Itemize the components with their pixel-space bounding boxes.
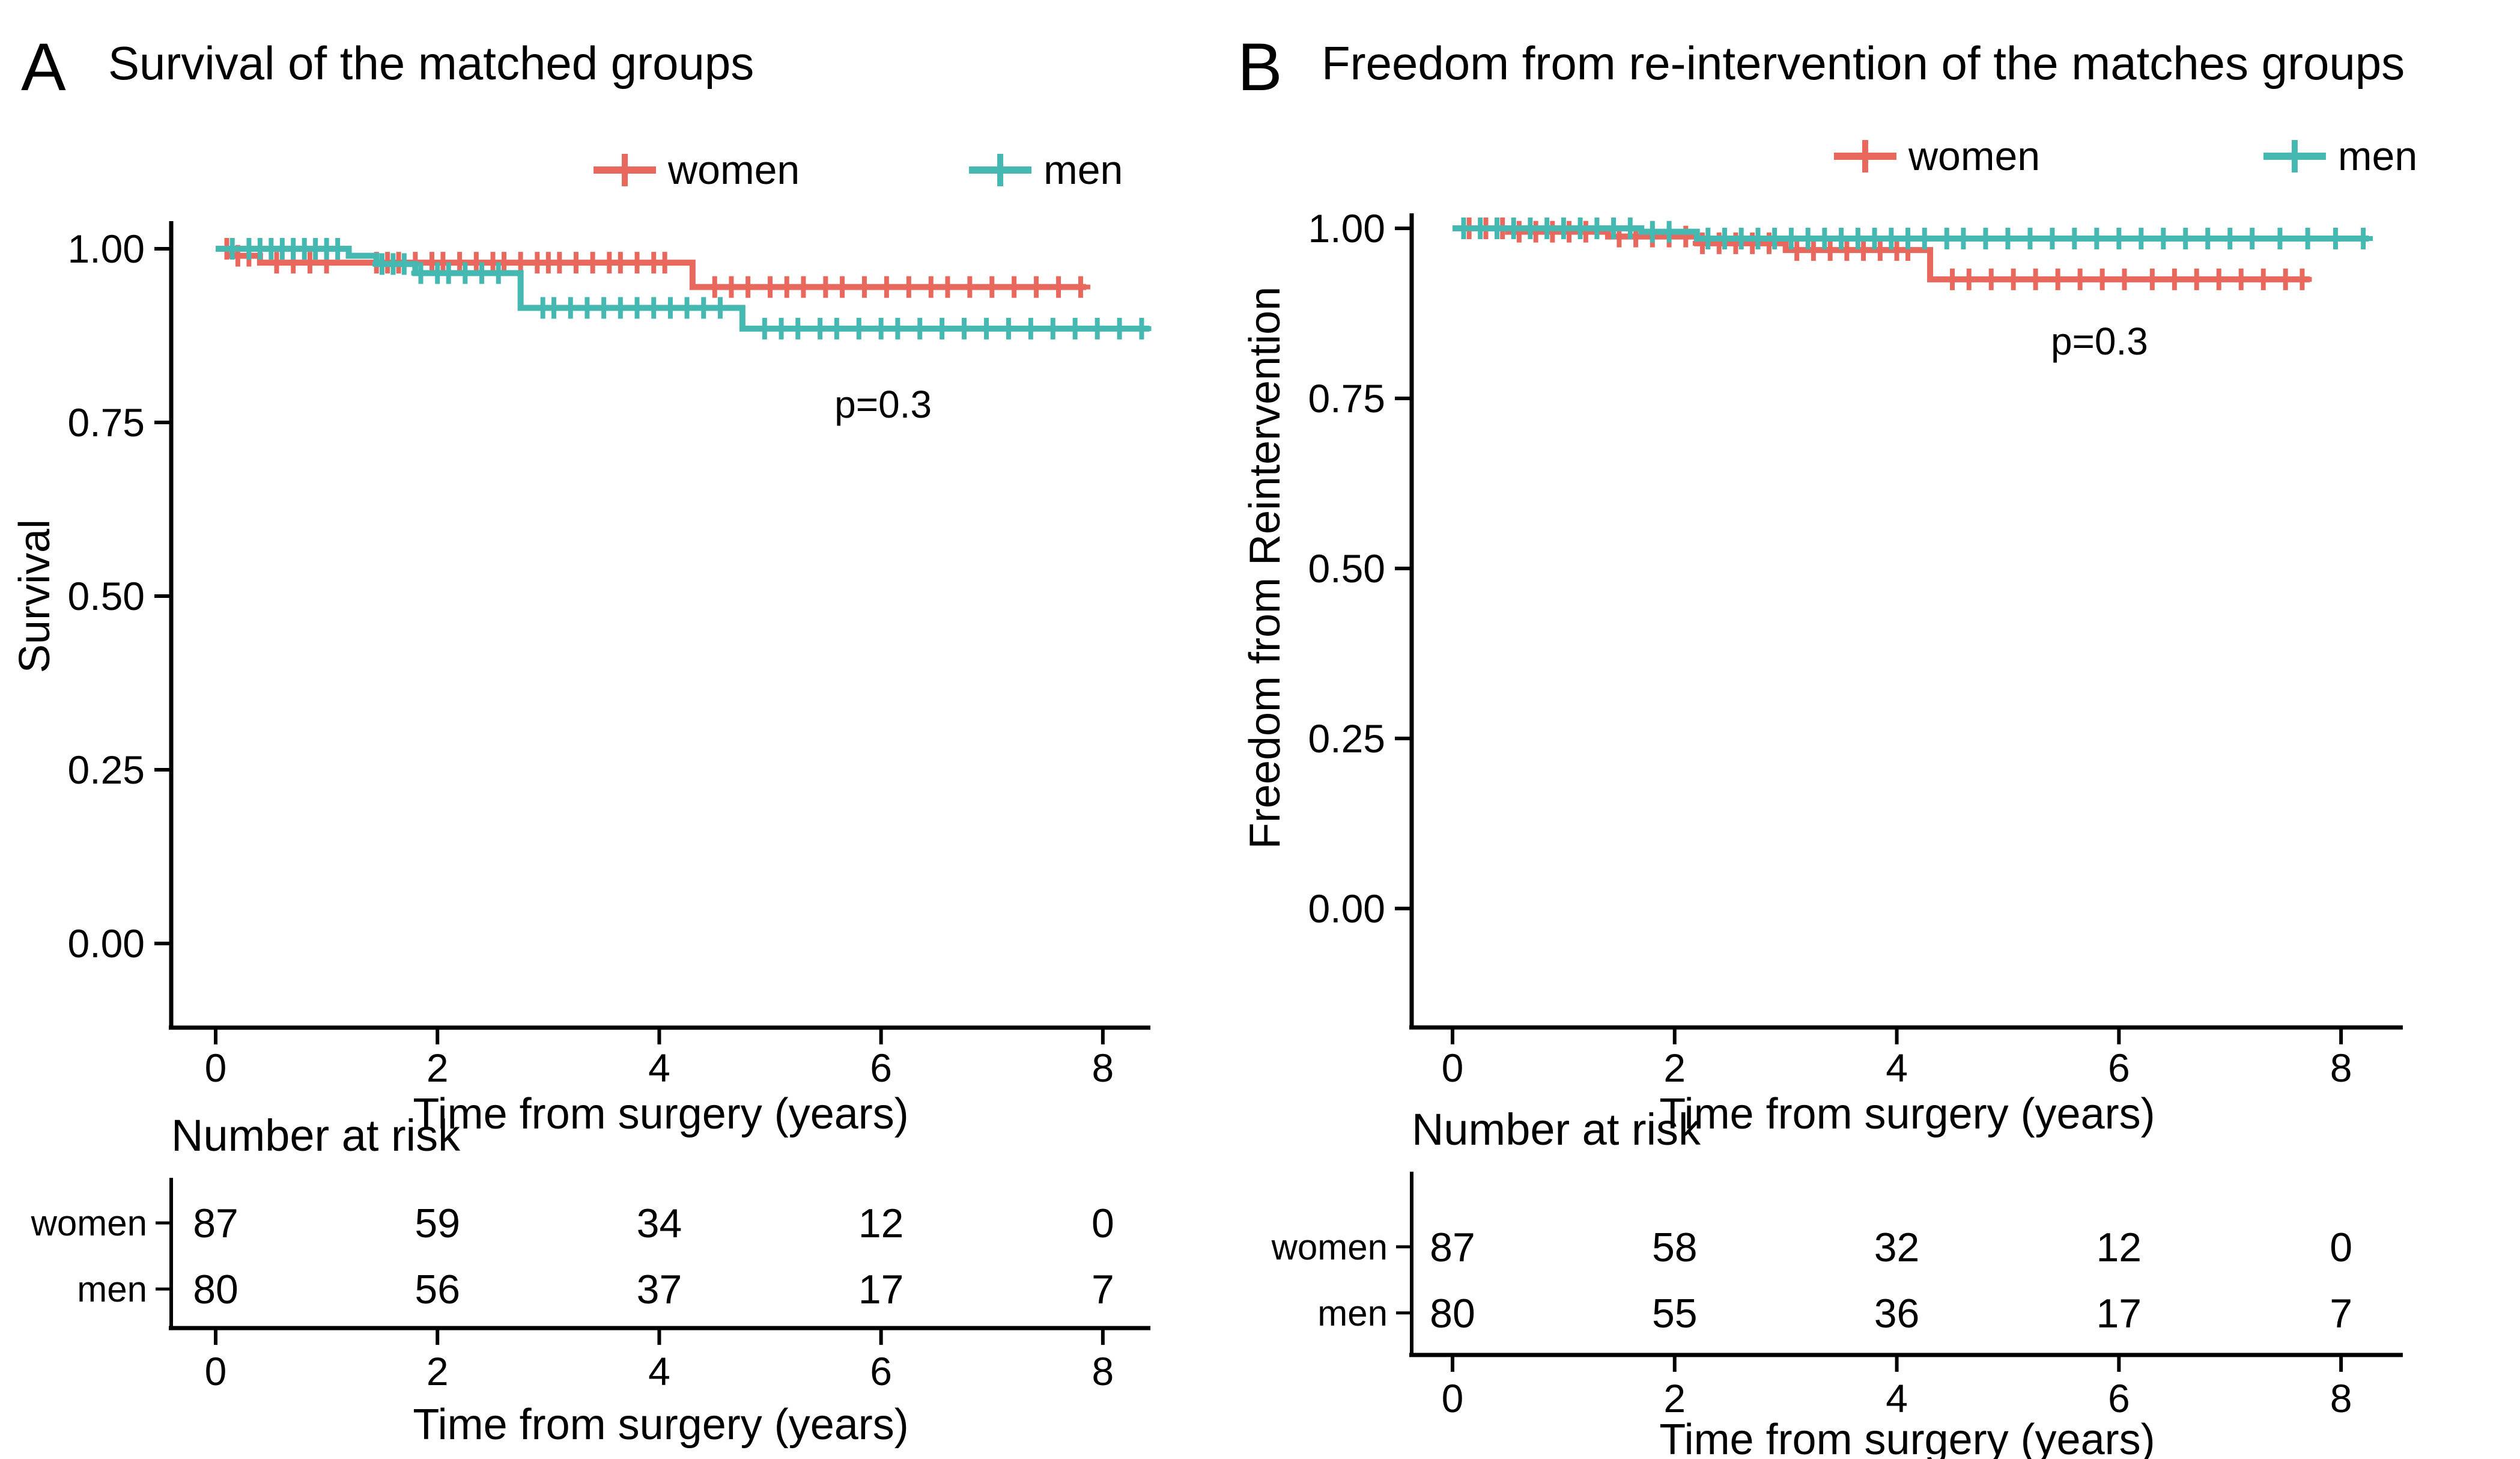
legend-label: women xyxy=(667,147,800,193)
p-value-annotation: p=0.3 xyxy=(2051,320,2148,363)
risk-x-axis-label: Time from surgery (years) xyxy=(1659,1416,2155,1459)
x-axis-label: Time from surgery (years) xyxy=(413,1090,908,1138)
risk-count: 58 xyxy=(1652,1225,1698,1270)
risk-count: 17 xyxy=(2096,1291,2142,1336)
panel-background xyxy=(0,0,1232,1459)
panel-a-svg: A Survival of the matched groups women men 1… xyxy=(0,0,1232,1459)
risk-x-tick-label: 4 xyxy=(648,1349,670,1394)
y-tick-label: 0.75 xyxy=(1308,376,1385,421)
y-tick-label: 0.00 xyxy=(68,921,145,966)
risk-row-label: men xyxy=(1317,1293,1388,1333)
legend-label: men xyxy=(1043,147,1123,193)
risk-count: 87 xyxy=(1430,1225,1475,1270)
risk-row-label: men xyxy=(77,1269,147,1309)
risk-count: 0 xyxy=(2330,1225,2352,1270)
x-tick-label: 4 xyxy=(1886,1046,1908,1090)
legend-label: men xyxy=(2338,133,2417,179)
risk-x-tick-label: 6 xyxy=(870,1349,892,1394)
risk-x-tick-label: 2 xyxy=(427,1349,449,1394)
risk-count: 56 xyxy=(414,1267,460,1312)
y-tick-label: 1.00 xyxy=(1308,206,1385,251)
risk-count: 37 xyxy=(637,1267,682,1312)
risk-table-title: Number at risk xyxy=(171,1110,461,1160)
x-tick-label: 0 xyxy=(1442,1046,1464,1090)
risk-row-label: women xyxy=(31,1203,147,1243)
x-tick-label: 6 xyxy=(870,1046,892,1090)
risk-count: 80 xyxy=(1430,1291,1475,1336)
risk-count: 59 xyxy=(414,1201,460,1246)
risk-x-tick-label: 8 xyxy=(1092,1349,1114,1394)
x-tick-label: 2 xyxy=(427,1046,449,1090)
risk-count: 80 xyxy=(193,1267,238,1312)
panel-title: Freedom from re-intervention of the matc… xyxy=(1322,37,2405,90)
y-axis-label: Survival xyxy=(11,519,59,673)
risk-count: 7 xyxy=(2330,1291,2352,1336)
legend-item-men: men xyxy=(969,147,1123,193)
legend: women men xyxy=(594,147,1123,193)
panel-label: B xyxy=(1237,29,1283,105)
x-tick-label: 6 xyxy=(2108,1046,2130,1090)
km-curves xyxy=(216,238,1152,340)
y-tick-label: 0.50 xyxy=(1308,546,1385,591)
panel-a-survival: A Survival of the matched groups women men 1… xyxy=(0,0,1232,1459)
y-tick-label: 0.00 xyxy=(1308,886,1385,931)
y-tick-label: 0.25 xyxy=(1308,716,1385,761)
x-tick-label: 8 xyxy=(2330,1046,2352,1090)
risk-x-tick-label: 2 xyxy=(1664,1376,1686,1421)
panel-label: A xyxy=(21,29,66,105)
risk-x-axis-label: Time from surgery (years) xyxy=(413,1401,908,1449)
x-tick-label: 8 xyxy=(1092,1046,1114,1090)
risk-count: 55 xyxy=(1652,1291,1698,1336)
risk-table-title: Number at risk xyxy=(1412,1104,1701,1154)
risk-x-tick-label: 8 xyxy=(2330,1376,2352,1421)
x-tick-label: 4 xyxy=(648,1046,670,1090)
risk-count: 17 xyxy=(858,1267,904,1312)
y-tick-label: 0.75 xyxy=(68,400,145,445)
risk-x-tick-label: 0 xyxy=(1442,1376,1464,1421)
risk-count: 36 xyxy=(1874,1291,1920,1336)
y-tick-label: 1.00 xyxy=(68,227,145,271)
risk-count: 32 xyxy=(1874,1225,1920,1270)
risk-count: 34 xyxy=(637,1201,682,1246)
risk-x-tick-label: 0 xyxy=(205,1349,227,1394)
risk-count: 87 xyxy=(193,1201,238,1246)
legend-item-women: women xyxy=(594,147,800,193)
risk-count: 7 xyxy=(1091,1267,1114,1312)
x-tick-label: 0 xyxy=(205,1046,227,1090)
legend-label: women xyxy=(1908,133,2040,179)
legend-item-men: men xyxy=(2263,133,2417,179)
x-axis-label: Time from surgery (years) xyxy=(1659,1090,2155,1138)
p-value-annotation: p=0.3 xyxy=(834,383,932,426)
risk-x-tick-label: 4 xyxy=(1886,1376,1908,1421)
y-tick-label: 0.50 xyxy=(68,574,145,618)
panel-b-svg: B Freedom from re-intervention of the mat… xyxy=(1231,0,2520,1459)
risk-x-tick-label: 6 xyxy=(2108,1376,2130,1421)
axes: 1.00 0.75 0.50 0.25 0.00 0 2 4 6 8 xyxy=(1308,206,2403,1090)
censor-marks-men xyxy=(1454,217,2373,249)
legend: women men xyxy=(1834,133,2417,179)
legend-item-women: women xyxy=(1834,133,2040,179)
km-curves xyxy=(1453,217,2373,290)
risk-count: 12 xyxy=(858,1201,904,1246)
panel-title: Survival of the matched groups xyxy=(108,37,754,90)
km-curve-men xyxy=(216,246,1150,332)
axes: 1.00 0.75 0.50 0.25 0.00 0 2 4 6 8 xyxy=(68,221,1151,1090)
risk-count: 12 xyxy=(2096,1225,2142,1270)
x-tick-label: 2 xyxy=(1664,1046,1686,1090)
y-tick-label: 0.25 xyxy=(68,748,145,792)
y-axis-label: Freedom from Reintervention xyxy=(1241,287,1289,849)
risk-count: 0 xyxy=(1091,1201,1114,1246)
risk-row-label: women xyxy=(1271,1227,1388,1267)
censor-marks-men xyxy=(222,238,1152,340)
panel-b-reintervention: B Freedom from re-intervention of the mat… xyxy=(1231,0,2520,1459)
